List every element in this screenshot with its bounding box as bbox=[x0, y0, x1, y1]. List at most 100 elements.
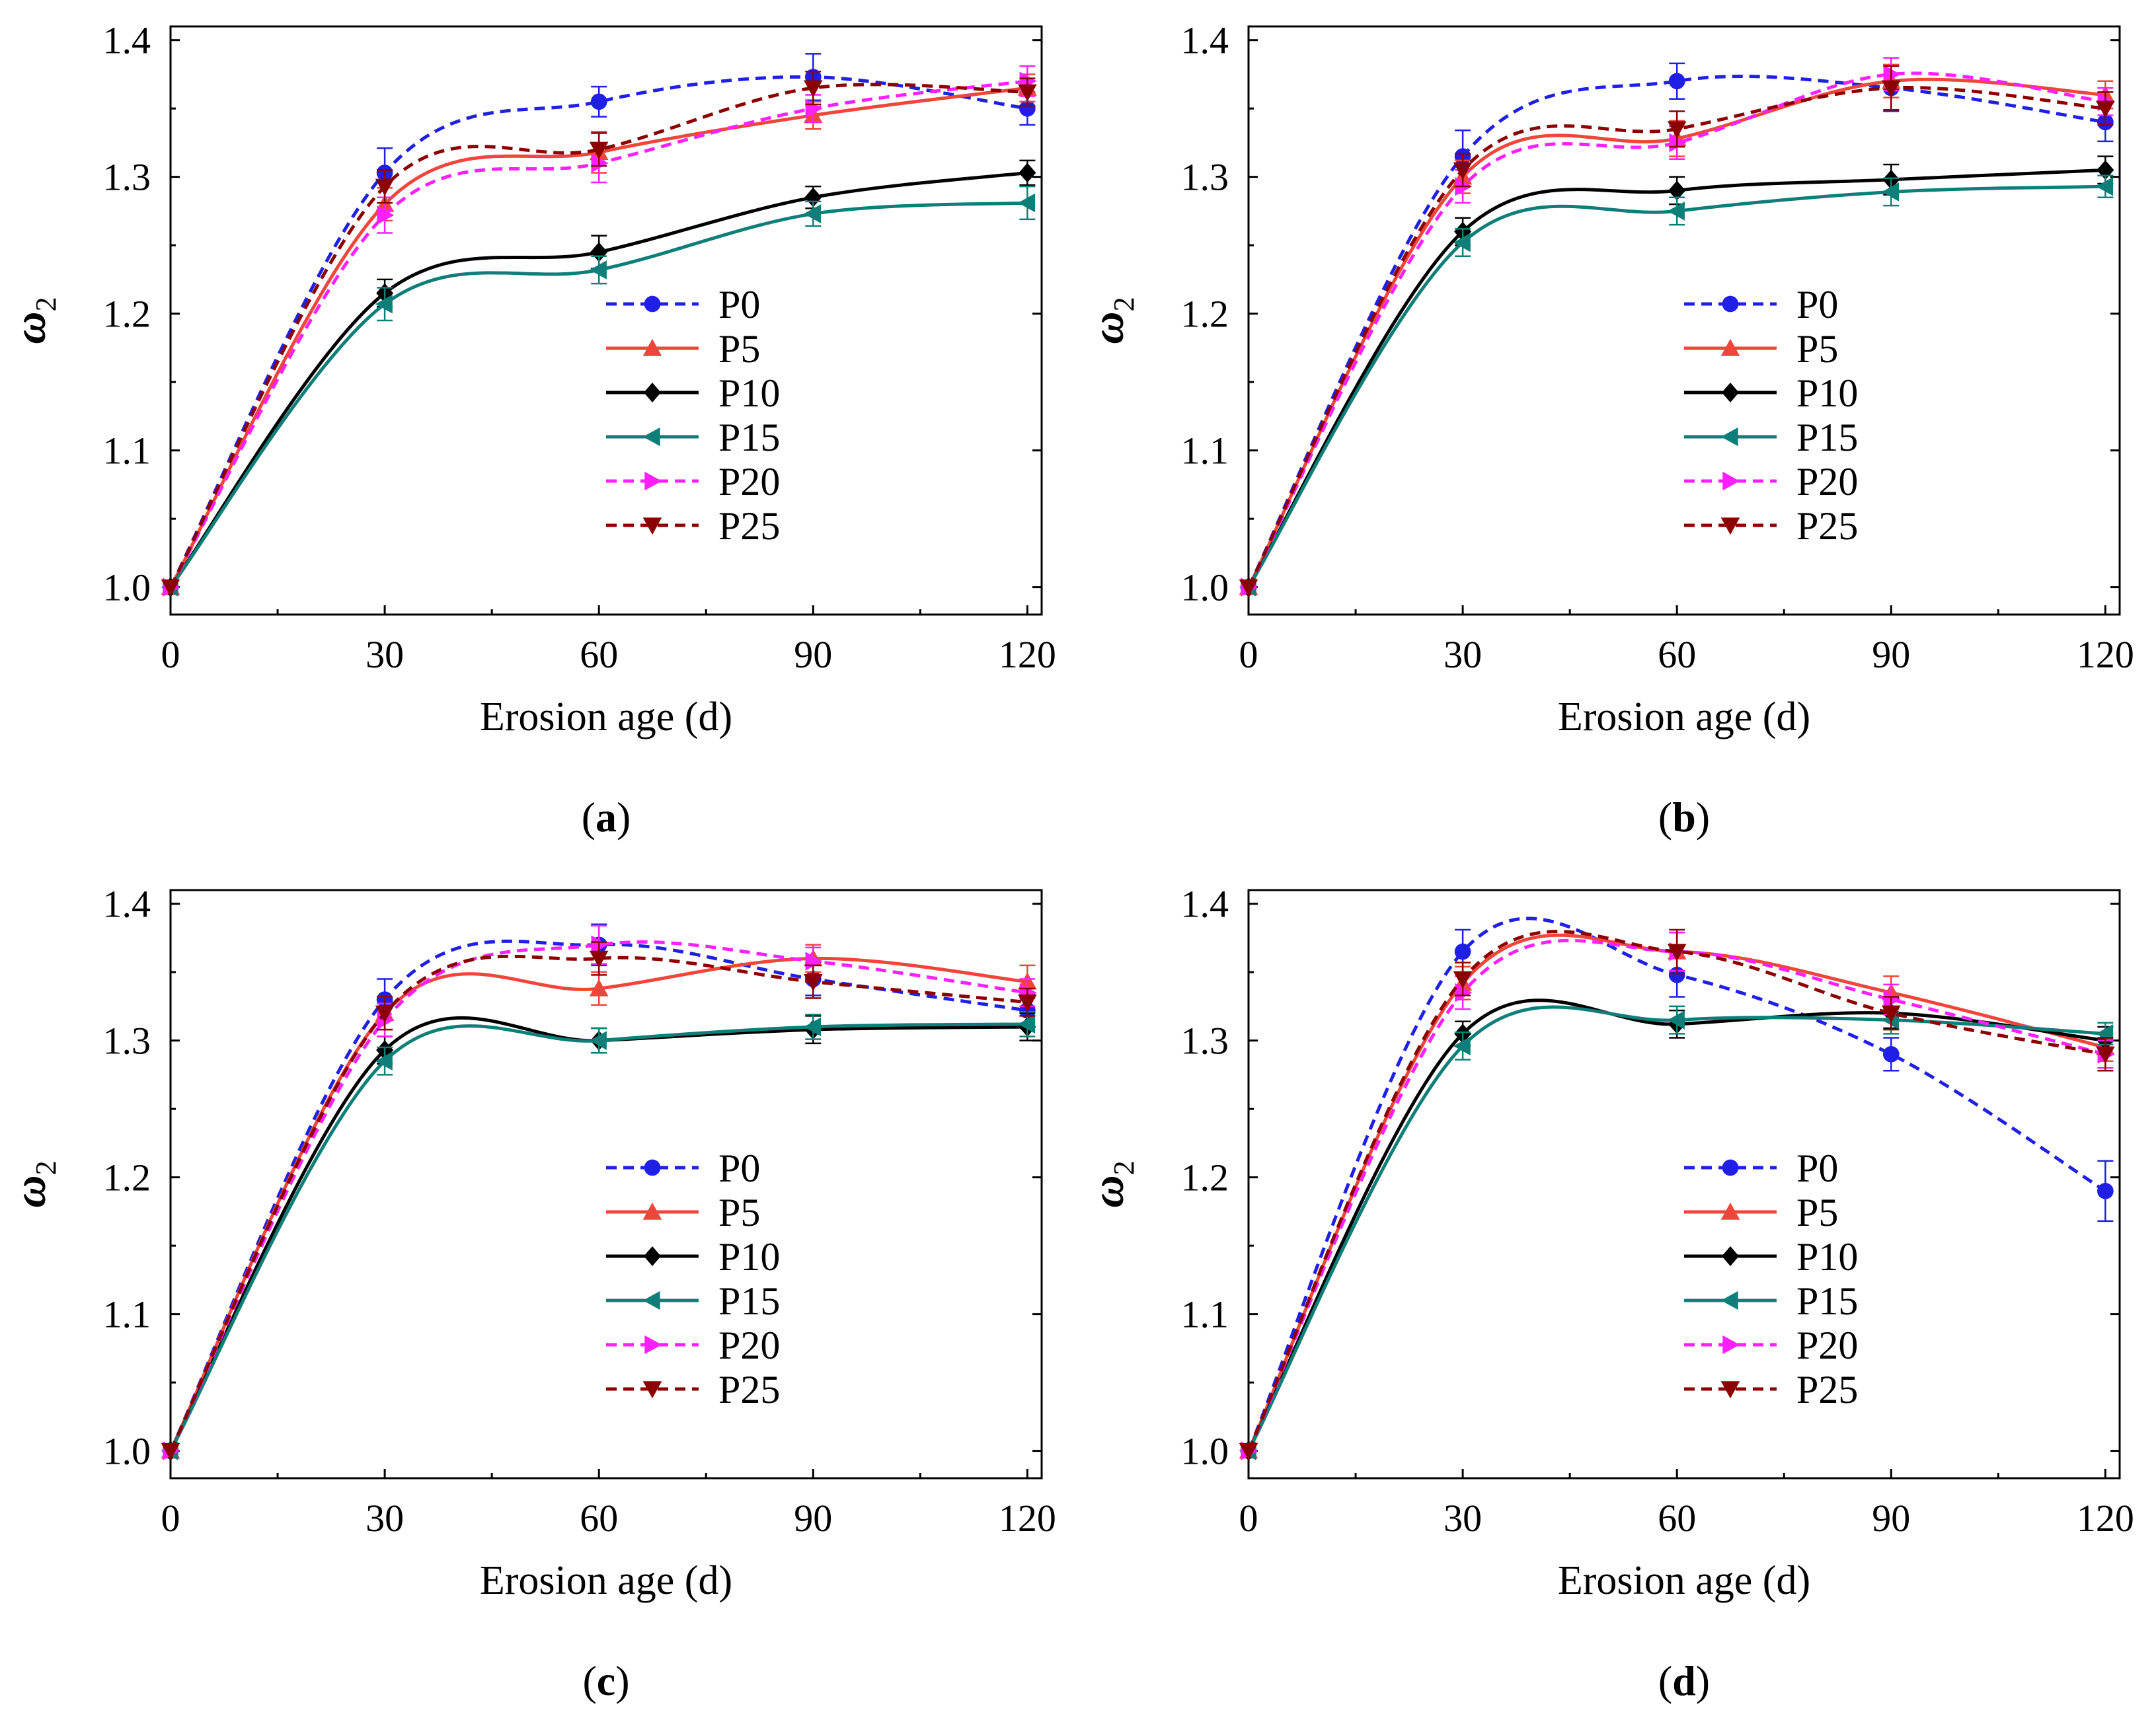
y-axis-symbol: ω bbox=[5, 1175, 55, 1207]
series-line-p10 bbox=[1247, 998, 2106, 1452]
legend-marker-p10 bbox=[1722, 1246, 1739, 1266]
data-point-p0 bbox=[1882, 1046, 1900, 1063]
series-line-p20 bbox=[1247, 71, 2106, 588]
legend-label-p20: P20 bbox=[718, 1324, 780, 1367]
y-tick-label: 1.1 bbox=[103, 430, 151, 472]
chart-root: 0 30 60 90 120 1.0 1.1 1.2 1.3 1.4 Erosion age (d)… bbox=[5, 883, 1056, 1704]
legend-label-p15: P15 bbox=[718, 1279, 780, 1323]
legend-label-p5: P5 bbox=[1796, 1191, 1838, 1234]
legend-marker-p0 bbox=[1722, 295, 1739, 313]
series-p10 bbox=[1240, 997, 2114, 1461]
plot-frame bbox=[1247, 25, 2121, 616]
chart-svg-a: 0 30 60 90 120 1.0 1.1 1.2 1.3 1.4 Erosion age (d)… bbox=[5, 19, 1056, 841]
legend-label-p0: P0 bbox=[1796, 283, 1838, 326]
legend-marker-p25 bbox=[1720, 517, 1740, 535]
y-tick-label: 1.0 bbox=[1181, 566, 1229, 609]
data-point-p15 bbox=[1018, 193, 1036, 213]
caption-close: ) bbox=[617, 794, 631, 841]
data-point-p15 bbox=[803, 204, 821, 223]
legend-label-p25: P25 bbox=[718, 504, 780, 548]
y-tick-label: 1.0 bbox=[1181, 1430, 1229, 1473]
legend-label-p10: P10 bbox=[1796, 371, 1858, 415]
legend-marker-p5 bbox=[1720, 338, 1740, 356]
data-point-p25 bbox=[1667, 944, 1687, 961]
series-line-p25 bbox=[169, 954, 1028, 1452]
series-line-p10 bbox=[169, 170, 1028, 589]
legend-marker-p0 bbox=[1722, 1159, 1739, 1176]
y-tick-label: 1.4 bbox=[1181, 19, 1229, 62]
series-p25 bbox=[161, 941, 1037, 1460]
legend-label-p25: P25 bbox=[1796, 504, 1858, 548]
x-tick-label: 90 bbox=[794, 1497, 832, 1540]
caption-open: ( bbox=[582, 1657, 596, 1704]
data-point-p25 bbox=[1018, 84, 1037, 102]
x-tick-label: 30 bbox=[1444, 1497, 1482, 1540]
data-point-p25 bbox=[589, 141, 609, 159]
x-axis-title: Erosion age (d) bbox=[1558, 695, 1810, 739]
data-point-p15 bbox=[375, 1051, 393, 1071]
series-line-p0 bbox=[169, 939, 1028, 1452]
panel-caption: (d) bbox=[1658, 1657, 1710, 1704]
legend-marker-p5 bbox=[642, 1202, 662, 1220]
caption-letter: c bbox=[597, 1657, 615, 1704]
legend-label-p0: P0 bbox=[1796, 1146, 1838, 1190]
data-point-p10 bbox=[590, 242, 608, 262]
legend-label-p20: P20 bbox=[1796, 460, 1858, 504]
data-point-p25 bbox=[161, 579, 180, 597]
data-point-p15 bbox=[803, 1017, 821, 1037]
x-axis-title: Erosion age (d) bbox=[1558, 1558, 1810, 1603]
y-axis-subscript: 2 bbox=[1108, 1160, 1140, 1175]
legend-label-p5: P5 bbox=[718, 1191, 760, 1234]
y-axis-title: ω2 bbox=[5, 1160, 62, 1207]
x-tick-label: 120 bbox=[2077, 1497, 2134, 1540]
series-p25 bbox=[1239, 928, 2115, 1460]
x-axis-title: Erosion age (d) bbox=[480, 1558, 732, 1603]
data-point-p15 bbox=[1018, 1014, 1036, 1034]
y-axis-symbol: ω bbox=[5, 311, 55, 344]
legend-marker-p5 bbox=[642, 338, 662, 356]
y-tick-label: 1.3 bbox=[103, 156, 151, 199]
series-line-p15 bbox=[1247, 184, 2106, 588]
x-tick-label: 120 bbox=[999, 1497, 1056, 1540]
plot-frame bbox=[169, 889, 1043, 1480]
plot-frame bbox=[169, 25, 1043, 616]
data-point-p15 bbox=[1453, 233, 1471, 252]
series-line-p15 bbox=[169, 1022, 1028, 1452]
x-tick-label: 30 bbox=[366, 1497, 404, 1540]
series-p0 bbox=[1240, 917, 2114, 1459]
data-point-p15 bbox=[1667, 1010, 1685, 1030]
legend-label-p25: P25 bbox=[718, 1368, 780, 1411]
legend-label-p15: P15 bbox=[1796, 416, 1858, 459]
y-tick-label: 1.0 bbox=[103, 566, 151, 609]
legend-label-p10: P10 bbox=[1796, 1235, 1858, 1279]
legend-label-p0: P0 bbox=[718, 1146, 760, 1190]
legend-marker-p15 bbox=[642, 1291, 660, 1310]
y-axis-symbol: ω bbox=[1083, 1175, 1133, 1207]
series-p20 bbox=[1241, 931, 2115, 1460]
y-tick-label: 1.0 bbox=[103, 1430, 151, 1473]
data-point-p10 bbox=[804, 187, 822, 207]
series-line-p10 bbox=[1247, 168, 2106, 588]
legend-marker-p20 bbox=[1722, 471, 1740, 491]
series-line-p20 bbox=[169, 940, 1028, 1452]
data-point-p15 bbox=[375, 294, 393, 314]
x-tick-label: 120 bbox=[2077, 633, 2134, 676]
legend-marker-p25 bbox=[642, 1381, 662, 1399]
legend-marker-p25 bbox=[642, 517, 662, 535]
y-axis-subscript: 2 bbox=[1108, 297, 1140, 311]
series-line-p0 bbox=[1247, 917, 2106, 1452]
data-point-p25 bbox=[375, 1005, 395, 1023]
x-tick-label: 120 bbox=[999, 633, 1056, 676]
legend-marker-p10 bbox=[644, 383, 661, 402]
legend-marker-p20 bbox=[644, 471, 662, 491]
panel-caption: (c) bbox=[582, 1657, 629, 1704]
legend-label-p20: P20 bbox=[718, 460, 780, 504]
data-point-p15 bbox=[1881, 182, 1899, 202]
x-tick-label: 90 bbox=[1872, 1497, 1910, 1540]
data-point-p25 bbox=[1667, 121, 1687, 139]
caption-open: ( bbox=[1658, 794, 1672, 841]
y-tick-label: 1.1 bbox=[1181, 1293, 1229, 1336]
series-p15 bbox=[1239, 174, 2114, 597]
